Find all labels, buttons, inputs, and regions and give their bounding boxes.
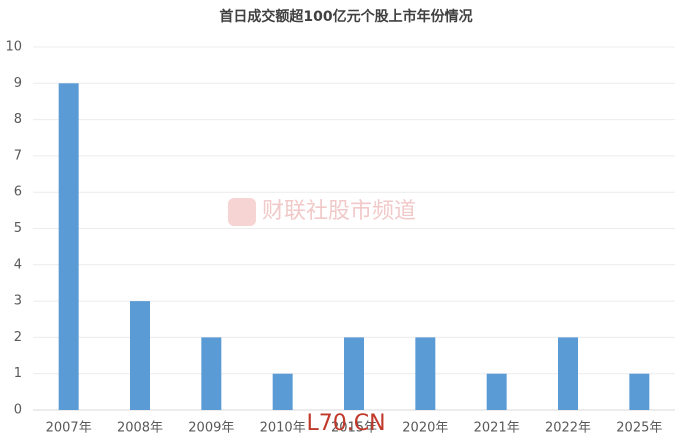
bar (558, 337, 578, 410)
watermark: L70.CN (306, 411, 385, 436)
bar (486, 373, 507, 410)
x-tick-label: 2021年 (474, 421, 520, 436)
y-tick-label: 1 (14, 366, 22, 381)
watermark-logo (228, 198, 256, 226)
x-tick-label: 2022年 (545, 421, 591, 436)
bar (272, 373, 293, 410)
x-tick-label: 2025年 (616, 421, 662, 436)
y-tick-label: 2 (14, 330, 22, 345)
y-tick-label: 3 (14, 294, 22, 309)
y-tick-label: 7 (14, 148, 22, 163)
y-tick-label: 0 (14, 403, 22, 418)
y-tick-label: 6 (14, 185, 22, 200)
y-tick-label: 5 (14, 221, 22, 236)
x-tick-label: 2020年 (402, 421, 448, 436)
y-tick-label: 4 (14, 257, 22, 272)
x-tick-label: 2009年 (188, 421, 234, 436)
bar (344, 337, 364, 410)
chart-title: 首日成交额超100亿元个股上市年份情况 (219, 8, 472, 25)
bar (130, 301, 150, 410)
bar (58, 83, 79, 411)
x-tick-label: 2015年 (331, 421, 377, 436)
bar (415, 337, 436, 410)
watermark: 财联社股市频道 (262, 199, 416, 224)
y-tick-label: 8 (14, 112, 22, 127)
bar (201, 337, 222, 410)
x-tick-label: 2010年 (260, 421, 306, 436)
bar (629, 373, 650, 410)
y-tick-label: 10 (5, 40, 22, 55)
x-tick-label: 2007年 (46, 421, 92, 436)
y-tick-label: 9 (14, 76, 22, 91)
x-tick-label: 2008年 (117, 421, 163, 436)
